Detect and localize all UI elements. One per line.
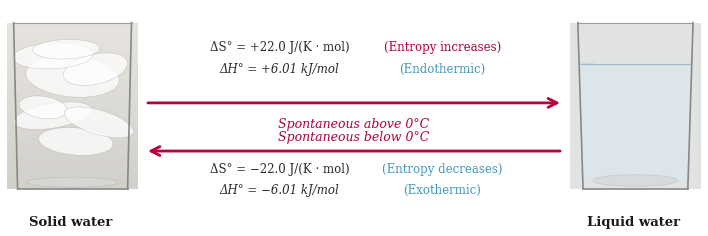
Bar: [7, 67, 138, 72]
Text: (Endothermic): (Endothermic): [399, 63, 486, 76]
Text: (Exothermic): (Exothermic): [404, 184, 481, 197]
Bar: [7, 111, 138, 117]
Text: Spontaneous below 0°C: Spontaneous below 0°C: [278, 131, 430, 144]
Ellipse shape: [39, 127, 113, 155]
Bar: [7, 161, 138, 167]
Bar: [7, 23, 138, 28]
Bar: [7, 156, 138, 161]
Text: (Entropy decreases): (Entropy decreases): [382, 163, 503, 177]
Bar: [7, 167, 138, 172]
Ellipse shape: [64, 107, 133, 138]
Bar: [7, 78, 138, 84]
Bar: [7, 39, 138, 45]
Bar: [7, 56, 138, 61]
Bar: [7, 128, 138, 133]
Bar: [570, 23, 701, 189]
Bar: [7, 150, 138, 156]
Bar: [7, 34, 138, 39]
Bar: [7, 117, 138, 122]
Ellipse shape: [33, 39, 100, 59]
Ellipse shape: [19, 96, 67, 119]
Bar: [7, 95, 138, 100]
Bar: [7, 100, 138, 106]
Text: Spontaneous above 0°C: Spontaneous above 0°C: [278, 118, 430, 131]
Ellipse shape: [25, 56, 120, 97]
Bar: [7, 23, 138, 189]
Ellipse shape: [27, 177, 118, 187]
Bar: [7, 183, 138, 189]
Text: Solid water: Solid water: [29, 216, 113, 229]
Bar: [7, 72, 138, 78]
Bar: [7, 50, 138, 56]
Bar: [7, 144, 138, 150]
Bar: [7, 89, 138, 95]
Ellipse shape: [13, 102, 92, 130]
Ellipse shape: [63, 53, 127, 85]
Bar: [7, 28, 138, 34]
Bar: [7, 61, 138, 67]
Bar: [7, 122, 138, 128]
Bar: [7, 106, 138, 111]
Bar: [7, 133, 138, 139]
Text: ΔS° = −22.0 J/(K · mol): ΔS° = −22.0 J/(K · mol): [210, 163, 350, 177]
Bar: [7, 45, 138, 50]
Ellipse shape: [593, 175, 678, 186]
Bar: [7, 139, 138, 144]
Ellipse shape: [13, 43, 93, 69]
Text: Liquid water: Liquid water: [587, 216, 680, 229]
Text: ΔS° = +22.0 J/(K · mol): ΔS° = +22.0 J/(K · mol): [210, 41, 350, 54]
Text: ΔH° = +6.01 kJ/mol: ΔH° = +6.01 kJ/mol: [219, 63, 340, 76]
Bar: [570, 23, 701, 189]
Bar: [581, 64, 690, 182]
Bar: [7, 172, 138, 178]
Bar: [7, 178, 138, 183]
Text: (Entropy increases): (Entropy increases): [384, 41, 501, 54]
Bar: [7, 84, 138, 89]
Text: ΔH° = −6.01 kJ/mol: ΔH° = −6.01 kJ/mol: [219, 184, 340, 197]
